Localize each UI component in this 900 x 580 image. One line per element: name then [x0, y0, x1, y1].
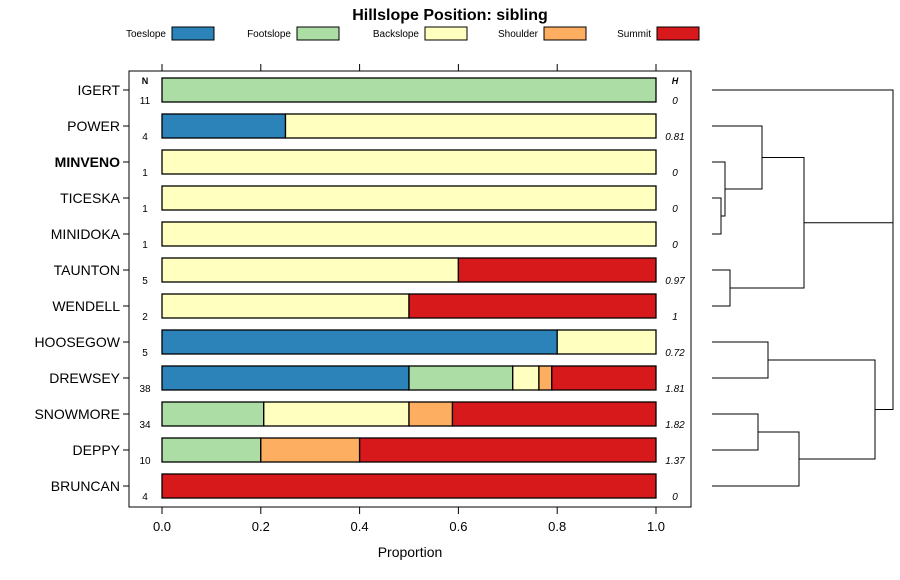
row-n-wendell: 2: [142, 312, 148, 323]
row-h-hoosegow: 0.72: [665, 348, 685, 359]
row-h-minveno: 0: [672, 168, 678, 179]
bar-snowmore-summit: [451, 401, 657, 427]
dendro-merge-minveno: [712, 161, 726, 217]
legend-label-shoulder: Shoulder: [498, 29, 539, 40]
row-n-snowmore: 34: [139, 420, 151, 431]
bar-hoosegow-backslope: [556, 329, 657, 355]
x-axis-label: Proportion: [378, 544, 443, 560]
legend-swatch-backslope: [424, 26, 468, 41]
dendro-merge-lower: [768, 359, 876, 460]
legend-swatch-summit: [656, 26, 700, 41]
row-n-drewsey: 38: [139, 384, 151, 395]
row-h-wendell: 1: [672, 312, 678, 323]
legend-swatch-shoulder: [543, 26, 587, 41]
x-tick-label: 0.0: [153, 519, 171, 534]
row-h-power: 0.81: [665, 132, 684, 143]
x-tick-label: 0.2: [252, 519, 270, 534]
x-tick-label: 0.8: [548, 519, 566, 534]
bar-snowmore-footslope: [161, 401, 265, 427]
row-n-hoosegow: 5: [142, 348, 148, 359]
legend-label-backslope: Backslope: [373, 29, 420, 40]
row-n-igert: 11: [140, 96, 151, 107]
h-header: H: [672, 76, 679, 86]
row-h-ticeska: 0: [672, 204, 678, 215]
row-label-bruncan: BRUNCAN: [51, 478, 120, 494]
bar-wendell-backslope: [161, 293, 410, 319]
row-n-power: 4: [142, 132, 148, 143]
bar-deppy-footslope: [161, 437, 262, 463]
bar-hoosegow-toeslope: [161, 329, 558, 355]
row-label-deppy: DEPPY: [73, 442, 121, 458]
dendro-merge-snowmore-deppy: [712, 413, 759, 451]
row-label-minidoka: MINIDOKA: [51, 226, 121, 242]
legend: Toeslope Footslope Backslope Shoulder Summit: [126, 26, 700, 41]
dendro-merge-power: [712, 125, 763, 190]
bar-taunton-backslope: [161, 257, 460, 283]
row-n-minidoka: 1: [142, 240, 148, 251]
row-n-minveno: 1: [142, 168, 148, 179]
bar-drewsey-shoulder: [538, 365, 553, 391]
bar-drewsey-backslope: [512, 365, 540, 391]
row-h-minidoka: 0: [672, 240, 678, 251]
x-tick-label: 0.4: [351, 519, 369, 534]
row-h-snowmore: 1.82: [665, 420, 685, 431]
bar-deppy-summit: [358, 437, 657, 463]
row-n-ticeska: 1: [142, 204, 148, 215]
row-label-hoosegow: HOOSEGOW: [34, 334, 120, 350]
dendro-merge-hoosegow-drewsey: [712, 341, 769, 379]
row-label-power: POWER: [67, 118, 120, 134]
bar-drewsey-footslope: [408, 365, 514, 391]
bar-drewsey-toeslope: [161, 365, 410, 391]
row-label-taunton: TAUNTON: [54, 262, 120, 278]
bar-minveno-backslope: [161, 149, 657, 175]
legend-swatch-footslope: [296, 26, 340, 41]
bar-igert-footslope: [161, 77, 657, 103]
row-h-drewsey: 1.81: [665, 384, 684, 395]
bar-wendell-summit: [408, 293, 657, 319]
bar-deppy-shoulder: [260, 437, 361, 463]
dendro-merge-root: [875, 156, 894, 410]
axis-ticks: 0.0 0.2 0.4 0.6 0.8 1.0: [153, 64, 665, 534]
legend-label-summit: Summit: [617, 29, 651, 40]
n-header: N: [142, 76, 149, 86]
chart-title: Hillslope Position: sibling: [352, 7, 548, 24]
x-tick-label: 0.6: [449, 519, 467, 534]
row-h-deppy: 1.37: [665, 456, 685, 467]
row-label-igert: IGERT: [77, 82, 120, 98]
row-h-bruncan: 0: [672, 492, 678, 503]
row-label-minveno: MINVENO: [55, 154, 120, 170]
bar-bruncan-summit: [161, 473, 657, 499]
row-label-ticeska: TICESKA: [60, 190, 121, 206]
bar-snowmore-shoulder: [408, 401, 454, 427]
bar-taunton-summit: [457, 257, 657, 283]
row-n-bruncan: 4: [142, 492, 148, 503]
legend-swatch-toeslope: [171, 26, 215, 41]
dendrogram: [712, 89, 894, 487]
row-h-igert: 0: [672, 96, 678, 107]
x-tick-label: 1.0: [647, 519, 665, 534]
dendro-merge-taunton-wendell: [712, 269, 731, 307]
row-label-drewsey: DREWSEY: [49, 370, 120, 386]
dendro-merge-igert: [712, 89, 894, 224]
row-label-snowmore: SNOWMORE: [34, 406, 120, 422]
dendro-merge-upper-mid: [730, 157, 805, 289]
bar-power-toeslope: [161, 113, 287, 139]
bar-minidoka-backslope: [161, 221, 657, 247]
row-n-taunton: 5: [142, 276, 148, 287]
legend-label-toeslope: Toeslope: [126, 29, 166, 40]
bar-power-backslope: [284, 113, 657, 139]
dendro-merge-bruncan: [712, 431, 800, 487]
legend-label-footslope: Footslope: [247, 29, 291, 40]
row-h-taunton: 0.97: [665, 276, 685, 287]
bar-drewsey-summit: [551, 365, 657, 391]
dendro-merge-ticeska-minidoka: [712, 197, 722, 235]
row-label-wendell: WENDELL: [52, 298, 120, 314]
bar-ticeska-backslope: [161, 185, 657, 211]
plot-frame: [128, 70, 692, 508]
bar-snowmore-backslope: [263, 401, 410, 427]
row-n-deppy: 10: [139, 456, 151, 467]
